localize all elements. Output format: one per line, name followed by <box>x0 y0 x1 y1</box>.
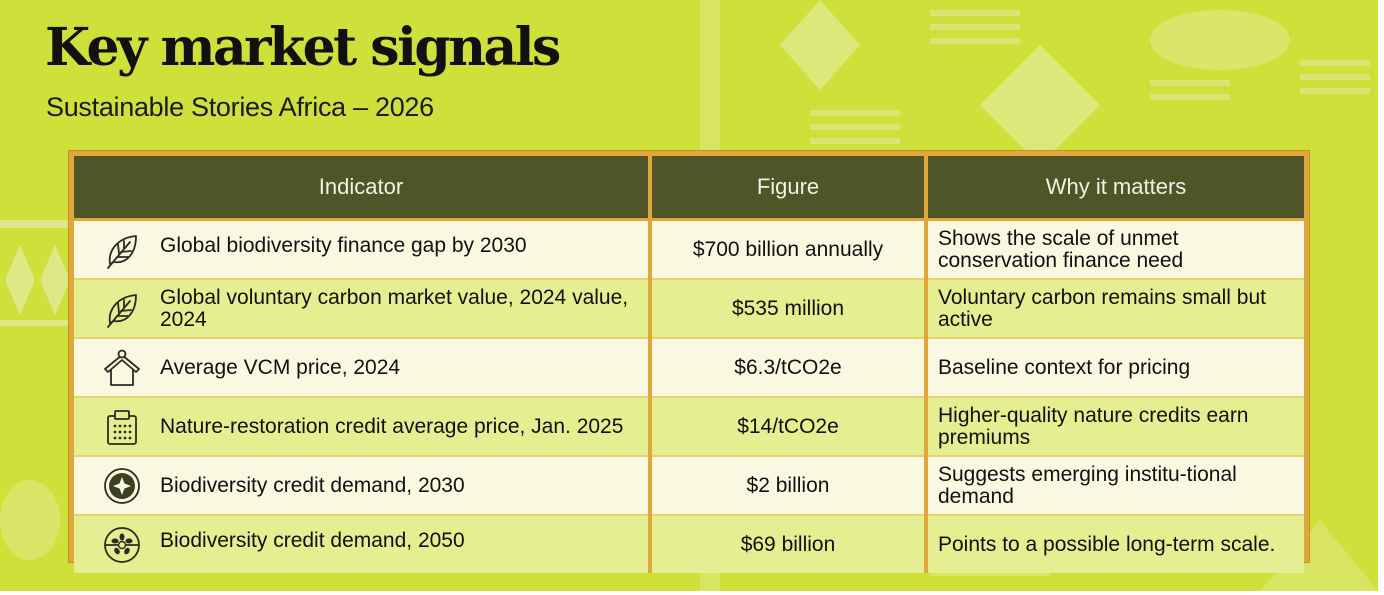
indicator-cell: Global voluntary carbon market value, 20… <box>74 279 652 339</box>
border-pattern-decoration <box>0 220 70 560</box>
indicator-text: Average VCM price, 2024 <box>160 355 401 379</box>
table-row: Global voluntary carbon market value, 20… <box>74 279 1304 339</box>
indicator-cell: Nature-restoration credit average price,… <box>74 397 652 457</box>
table-row: Average VCM price, 2024 $6.3/tCO2e Basel… <box>74 338 1304 398</box>
why-cell: Shows the scale of unmet conservation fi… <box>926 219 1304 280</box>
indicator-cell: Average VCM price, 2024 <box>74 338 652 398</box>
table-row: Biodiversity credit demand, 2050 $69 bil… <box>74 515 1304 573</box>
figure-cell: $535 million <box>650 279 928 339</box>
signals-table-frame: Indicator Figure Why it matters Globa <box>68 150 1310 573</box>
indicator-text: Biodiversity credit demand, 2050 <box>160 528 465 552</box>
table-row: Biodiversity credit demand, 2030 $2 bill… <box>74 456 1304 516</box>
table-row: Nature-restoration credit average price,… <box>74 397 1304 457</box>
compass-star-icon <box>104 467 140 504</box>
page-title: Key market signals <box>45 17 561 78</box>
house-icon <box>104 349 140 386</box>
column-header-why: Why it matters <box>926 156 1304 221</box>
leaf-icon <box>107 234 137 269</box>
table-header-row: Indicator Figure Why it matters <box>74 156 1304 221</box>
figure-cell: $14/tCO2e <box>650 397 928 457</box>
figure-cell: $700 billion annually <box>650 219 928 280</box>
column-header-figure: Figure <box>650 156 928 221</box>
calendar-icon <box>107 409 137 445</box>
why-cell: Voluntary carbon remains small but activ… <box>926 279 1304 339</box>
column-header-indicator: Indicator <box>74 156 652 221</box>
why-cell: Points to a possible long-term scale. <box>926 515 1304 573</box>
figure-cell: $69 billion <box>650 515 928 573</box>
signals-table: Indicator Figure Why it matters Globa <box>74 156 1304 573</box>
page-subtitle: Sustainable Stories Africa – 2026 <box>46 92 434 122</box>
indicator-cell: Global biodiversity finance gap by 2030 <box>74 219 652 280</box>
flower-globe-icon <box>104 526 140 563</box>
indicator-text: Global voluntary carbon market value, 20… <box>160 285 629 331</box>
why-cell: Baseline context for pricing <box>926 338 1304 398</box>
indicator-text: Nature-restoration credit average price,… <box>160 414 624 438</box>
why-cell: Suggests emerging institu-tional demand <box>926 456 1304 516</box>
indicator-text: Global biodiversity finance gap by 2030 <box>160 233 527 257</box>
indicator-cell: Biodiversity credit demand, 2050 <box>74 515 652 573</box>
figure-cell: $6.3/tCO2e <box>650 338 928 398</box>
indicator-text: Biodiversity credit demand, 2030 <box>160 473 465 497</box>
why-cell: Higher-quality nature credits earn premi… <box>926 397 1304 457</box>
leaf-icon <box>107 293 137 328</box>
table-row: Global biodiversity finance gap by 2030 … <box>74 219 1304 280</box>
indicator-cell: Biodiversity credit demand, 2030 <box>74 456 652 516</box>
figure-cell: $2 billion <box>650 456 928 516</box>
